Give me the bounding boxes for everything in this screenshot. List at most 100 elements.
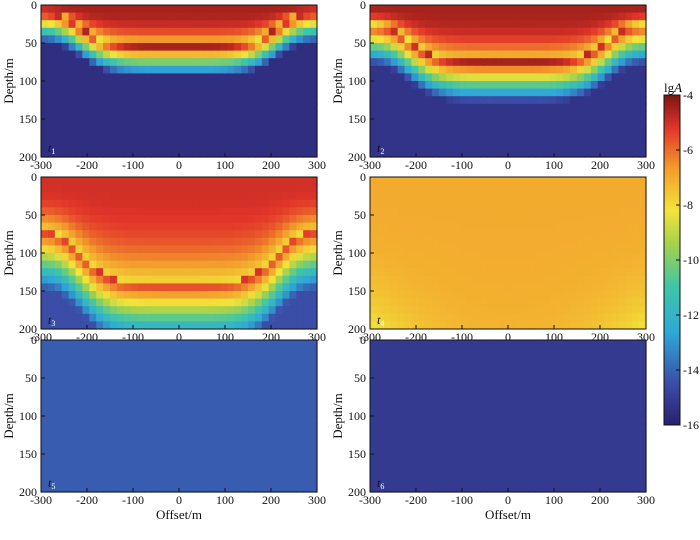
heatmap-cell [376, 20, 385, 29]
heatmap-cell [47, 340, 56, 349]
heatmap-cell [604, 119, 613, 128]
heatmap-cell [618, 268, 626, 277]
heatmap-cell [445, 438, 454, 447]
heatmap-cell [583, 65, 592, 74]
heatmap-cell [116, 126, 125, 135]
heatmap-cell [514, 454, 523, 463]
heatmap-cell [521, 27, 530, 36]
heatmap-cell [459, 461, 468, 470]
heatmap-cell [487, 12, 495, 21]
heatmap-cell [234, 385, 242, 394]
heatmap-cell [254, 268, 263, 277]
heatmap-cell [296, 65, 304, 74]
heatmap-cell [418, 283, 426, 292]
heatmap-cell [61, 96, 70, 105]
heatmap-cell [41, 408, 49, 417]
heatmap-cell [165, 192, 173, 201]
heatmap-cell [445, 355, 454, 364]
heatmap-cell [563, 230, 571, 239]
heatmap-cell [116, 222, 125, 231]
heatmap-cell [220, 184, 228, 193]
heatmap-cell [535, 245, 544, 254]
heatmap-cell [376, 431, 385, 440]
heatmap-cell [459, 5, 468, 14]
heatmap-cell [535, 378, 544, 387]
heatmap-cell [452, 476, 461, 485]
heatmap-cell [404, 268, 412, 277]
heatmap-cell [583, 393, 592, 402]
heatmap-cell [508, 408, 516, 417]
heatmap-cell [556, 362, 564, 371]
heatmap-cell [459, 35, 468, 44]
heatmap-cell [123, 207, 132, 216]
heatmap-cell [501, 27, 509, 36]
heatmap-cell [508, 149, 516, 158]
y-tick-label: 0 [360, 0, 366, 12]
heatmap-cell [303, 268, 311, 277]
heatmap-cell [501, 446, 509, 455]
heatmap-cell [390, 355, 399, 364]
heatmap-cell [289, 141, 297, 150]
heatmap-cell [82, 5, 90, 14]
heatmap-cell [459, 73, 468, 82]
heatmap-cell [144, 134, 152, 143]
heatmap-cell [563, 321, 571, 330]
heatmap-cell [289, 476, 297, 485]
heatmap-cell [487, 454, 495, 463]
heatmap-cell [206, 461, 215, 470]
heatmap-cell [123, 362, 132, 371]
heatmap-cell [625, 393, 633, 402]
heatmap-cell [220, 103, 228, 112]
heatmap-cell [261, 126, 270, 135]
heatmap-cell [542, 454, 550, 463]
heatmap-cell [501, 5, 509, 14]
heatmap-cell [487, 103, 495, 112]
heatmap-cell [61, 446, 70, 455]
heatmap-cell [282, 222, 290, 231]
heatmap-cell [604, 298, 613, 307]
heatmap-cell [611, 88, 619, 97]
heatmap-cell [151, 347, 159, 356]
heatmap-cell [199, 27, 208, 36]
heatmap-cell [172, 81, 180, 90]
heatmap-cell [220, 5, 228, 14]
heatmap-cell [521, 260, 530, 269]
heatmap-cell [61, 119, 70, 128]
y-axis-label: Depth/m [1, 58, 16, 104]
heatmap-cell [310, 215, 318, 224]
heatmap-cell [41, 141, 49, 150]
heatmap-cell [130, 347, 139, 356]
heatmap-cell [220, 65, 228, 74]
heatmap-cell [75, 469, 83, 478]
heatmap-cell [452, 73, 461, 82]
heatmap-cell [528, 27, 537, 36]
heatmap-cell [96, 454, 104, 463]
heatmap-cell [487, 400, 495, 409]
heatmap-cell [618, 370, 626, 379]
heatmap-cell [535, 65, 544, 74]
heatmap-cell [144, 476, 152, 485]
heatmap-cell [549, 362, 557, 371]
heatmap-cell [275, 298, 284, 307]
heatmap-cell [275, 245, 284, 254]
heatmap-cell [220, 438, 228, 447]
heatmap-cell [123, 260, 132, 269]
heatmap-cell [618, 111, 626, 120]
heatmap-cell [494, 20, 502, 29]
heatmap-cell [466, 476, 475, 485]
heatmap-cell [590, 149, 599, 158]
heatmap-cell [275, 313, 284, 322]
heatmap-cell [556, 347, 564, 356]
heatmap-cell [508, 245, 516, 254]
heatmap-cell [535, 347, 544, 356]
heatmap-cell [370, 378, 378, 387]
heatmap-cell [261, 177, 270, 186]
heatmap-cell [480, 298, 488, 307]
heatmap-cell [151, 12, 159, 21]
heatmap-cell [583, 469, 592, 478]
heatmap-cell [521, 149, 530, 158]
heatmap-cell [383, 5, 392, 14]
heatmap-cell [137, 253, 146, 262]
heatmap-cell [404, 438, 412, 447]
heatmap-cell [604, 461, 613, 470]
